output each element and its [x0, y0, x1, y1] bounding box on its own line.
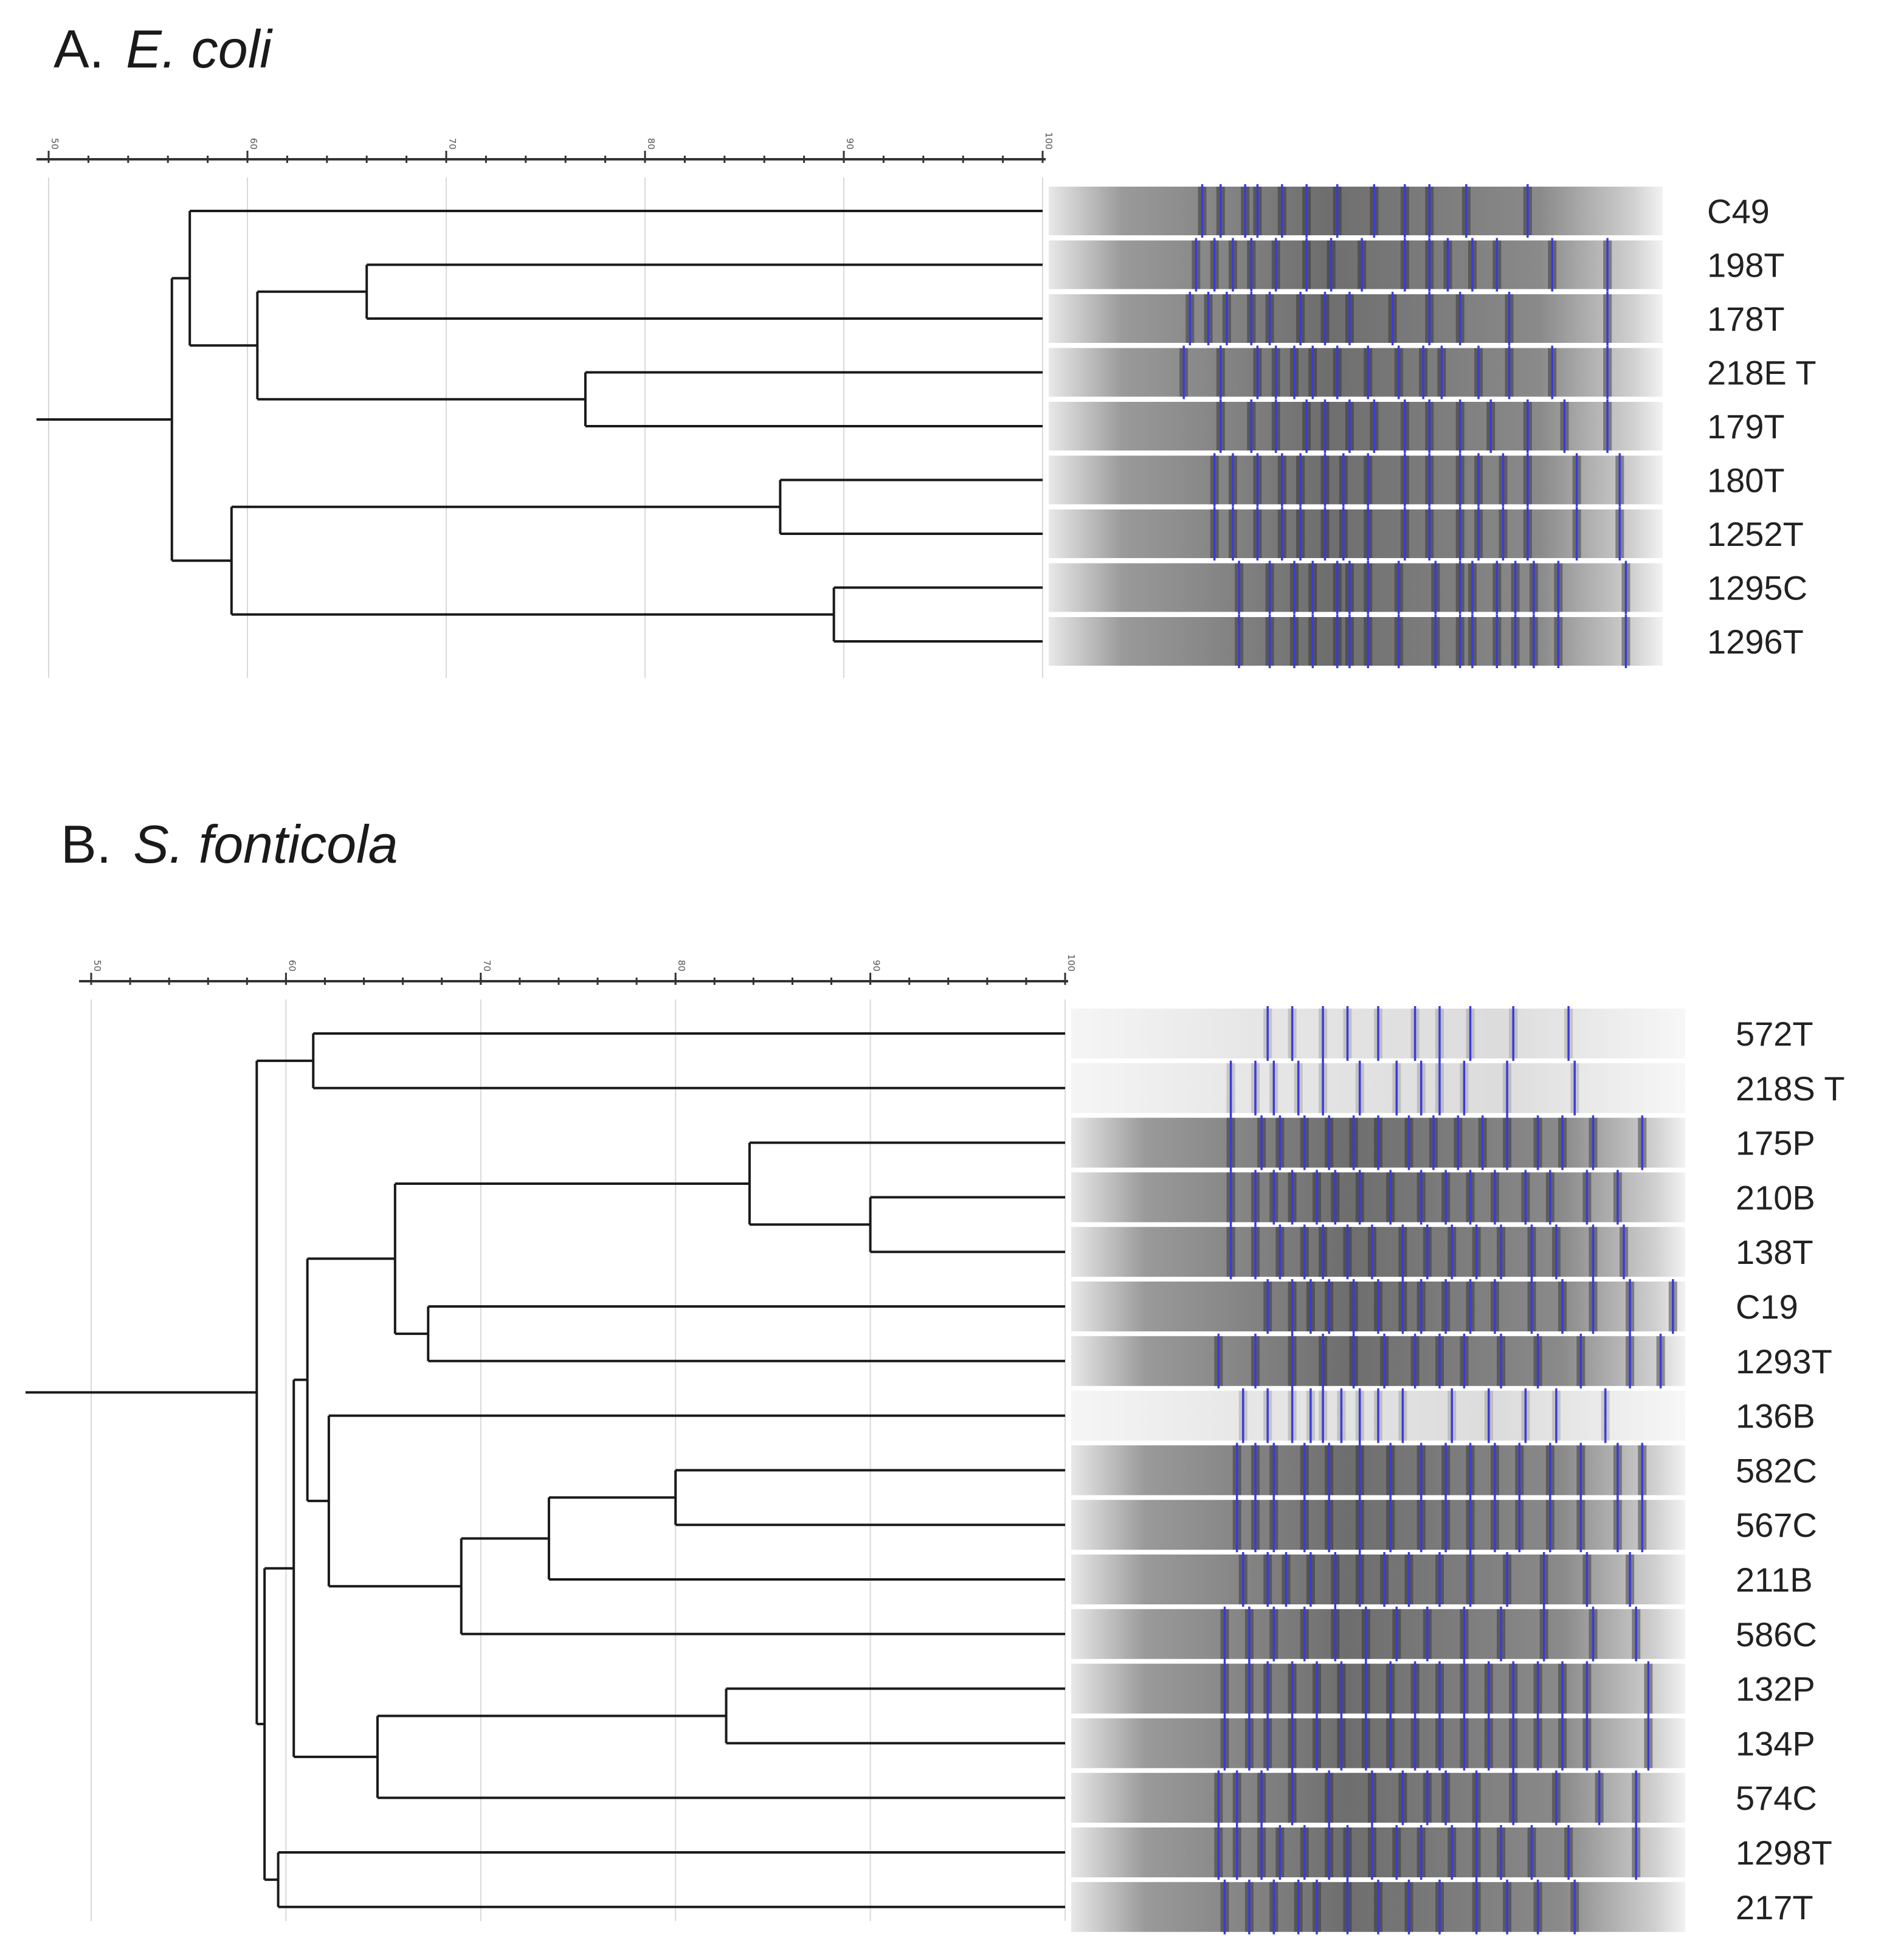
strain-label: 180T: [1707, 461, 1785, 500]
strain-label: 136B: [1736, 1397, 1815, 1435]
tick-label: 100: [1043, 132, 1054, 150]
panel-a-title: A. E. coli: [53, 18, 272, 80]
strain-label: 134P: [1736, 1724, 1815, 1762]
strain-label: 132P: [1736, 1670, 1815, 1708]
gel-lane: [1071, 1063, 1685, 1113]
tick-label: 80: [676, 960, 687, 971]
gel-lane: [1049, 240, 1663, 289]
strain-label: 217T: [1736, 1888, 1813, 1927]
gel-lane: [1071, 1445, 1685, 1496]
gel-lane: [1049, 509, 1663, 558]
tick-label: 90: [844, 138, 855, 150]
strain-label: 211B: [1736, 1561, 1813, 1599]
strain-label: 218E T: [1707, 354, 1817, 392]
gel-lane: [1071, 1609, 1685, 1659]
strain-label: 582C: [1736, 1451, 1817, 1489]
strain-label: C19: [1736, 1288, 1798, 1326]
strain-label: 1296T: [1707, 623, 1804, 661]
panel-a-letter: A.: [53, 19, 105, 79]
tick-label: 60: [248, 138, 259, 150]
strain-label: 572T: [1736, 1015, 1813, 1053]
strain-label: 1293T: [1736, 1342, 1832, 1381]
strain-label: 1295C: [1707, 569, 1807, 607]
gel-lane: [1071, 1500, 1685, 1550]
gel-lane: [1049, 402, 1663, 450]
panel-b-letter: B.: [61, 814, 112, 874]
strain-label: 175P: [1736, 1124, 1815, 1162]
tick-label: 50: [92, 960, 103, 971]
gel-lane: [1049, 617, 1663, 666]
strain-label: 574C: [1736, 1779, 1817, 1817]
strain-label: 210B: [1736, 1178, 1815, 1216]
tick-label: 50: [49, 138, 60, 150]
tick-label: 90: [871, 960, 882, 971]
strain-label: 567C: [1736, 1506, 1817, 1544]
gel-lane: [1049, 455, 1663, 505]
panel-a-chart: 50 60 70 80 90 100 C49 198T 178T 218E T 179T 180T 12…: [36, 132, 1817, 678]
strain-label: 178T: [1707, 300, 1785, 338]
gel-lane: [1071, 1336, 1685, 1386]
gel-lane: [1071, 1227, 1685, 1277]
strain-label: 179T: [1707, 407, 1785, 446]
tick-label: 80: [646, 138, 657, 150]
gel-lane: [1071, 1773, 1685, 1823]
strain-label: 198T: [1707, 246, 1785, 285]
panel-b-title: B. S. fonticola: [61, 813, 398, 875]
panel-b-species: S. fonticola: [133, 814, 398, 874]
strain-label: 1298T: [1736, 1834, 1832, 1872]
tick-label: 60: [286, 960, 297, 971]
tick-label: 70: [447, 138, 458, 150]
strain-label: 1252T: [1707, 515, 1804, 553]
strain-label: C49: [1707, 192, 1770, 230]
gel-lane: [1071, 1718, 1685, 1768]
tick-label: 70: [481, 960, 492, 971]
panel-a-species: E. coli: [126, 19, 272, 79]
gel-lane: [1049, 348, 1663, 397]
strain-label: 586C: [1736, 1615, 1817, 1654]
strain-label: 218S T: [1736, 1069, 1845, 1108]
gel-lane: [1049, 294, 1663, 343]
gel-lane: [1071, 1663, 1685, 1714]
gel-lane: [1071, 1172, 1685, 1223]
gel-lane: [1071, 1555, 1685, 1604]
panel-b-chart: 50 60 70 80 90 100 572T 218S T 175P 210B 138T C19 12…: [26, 954, 1845, 1934]
tick-label: 100: [1066, 954, 1077, 971]
gel-lane: [1049, 187, 1663, 235]
strain-label: 138T: [1736, 1233, 1813, 1271]
gel-lane: [1049, 563, 1663, 612]
gel-lane: [1071, 1827, 1685, 1877]
